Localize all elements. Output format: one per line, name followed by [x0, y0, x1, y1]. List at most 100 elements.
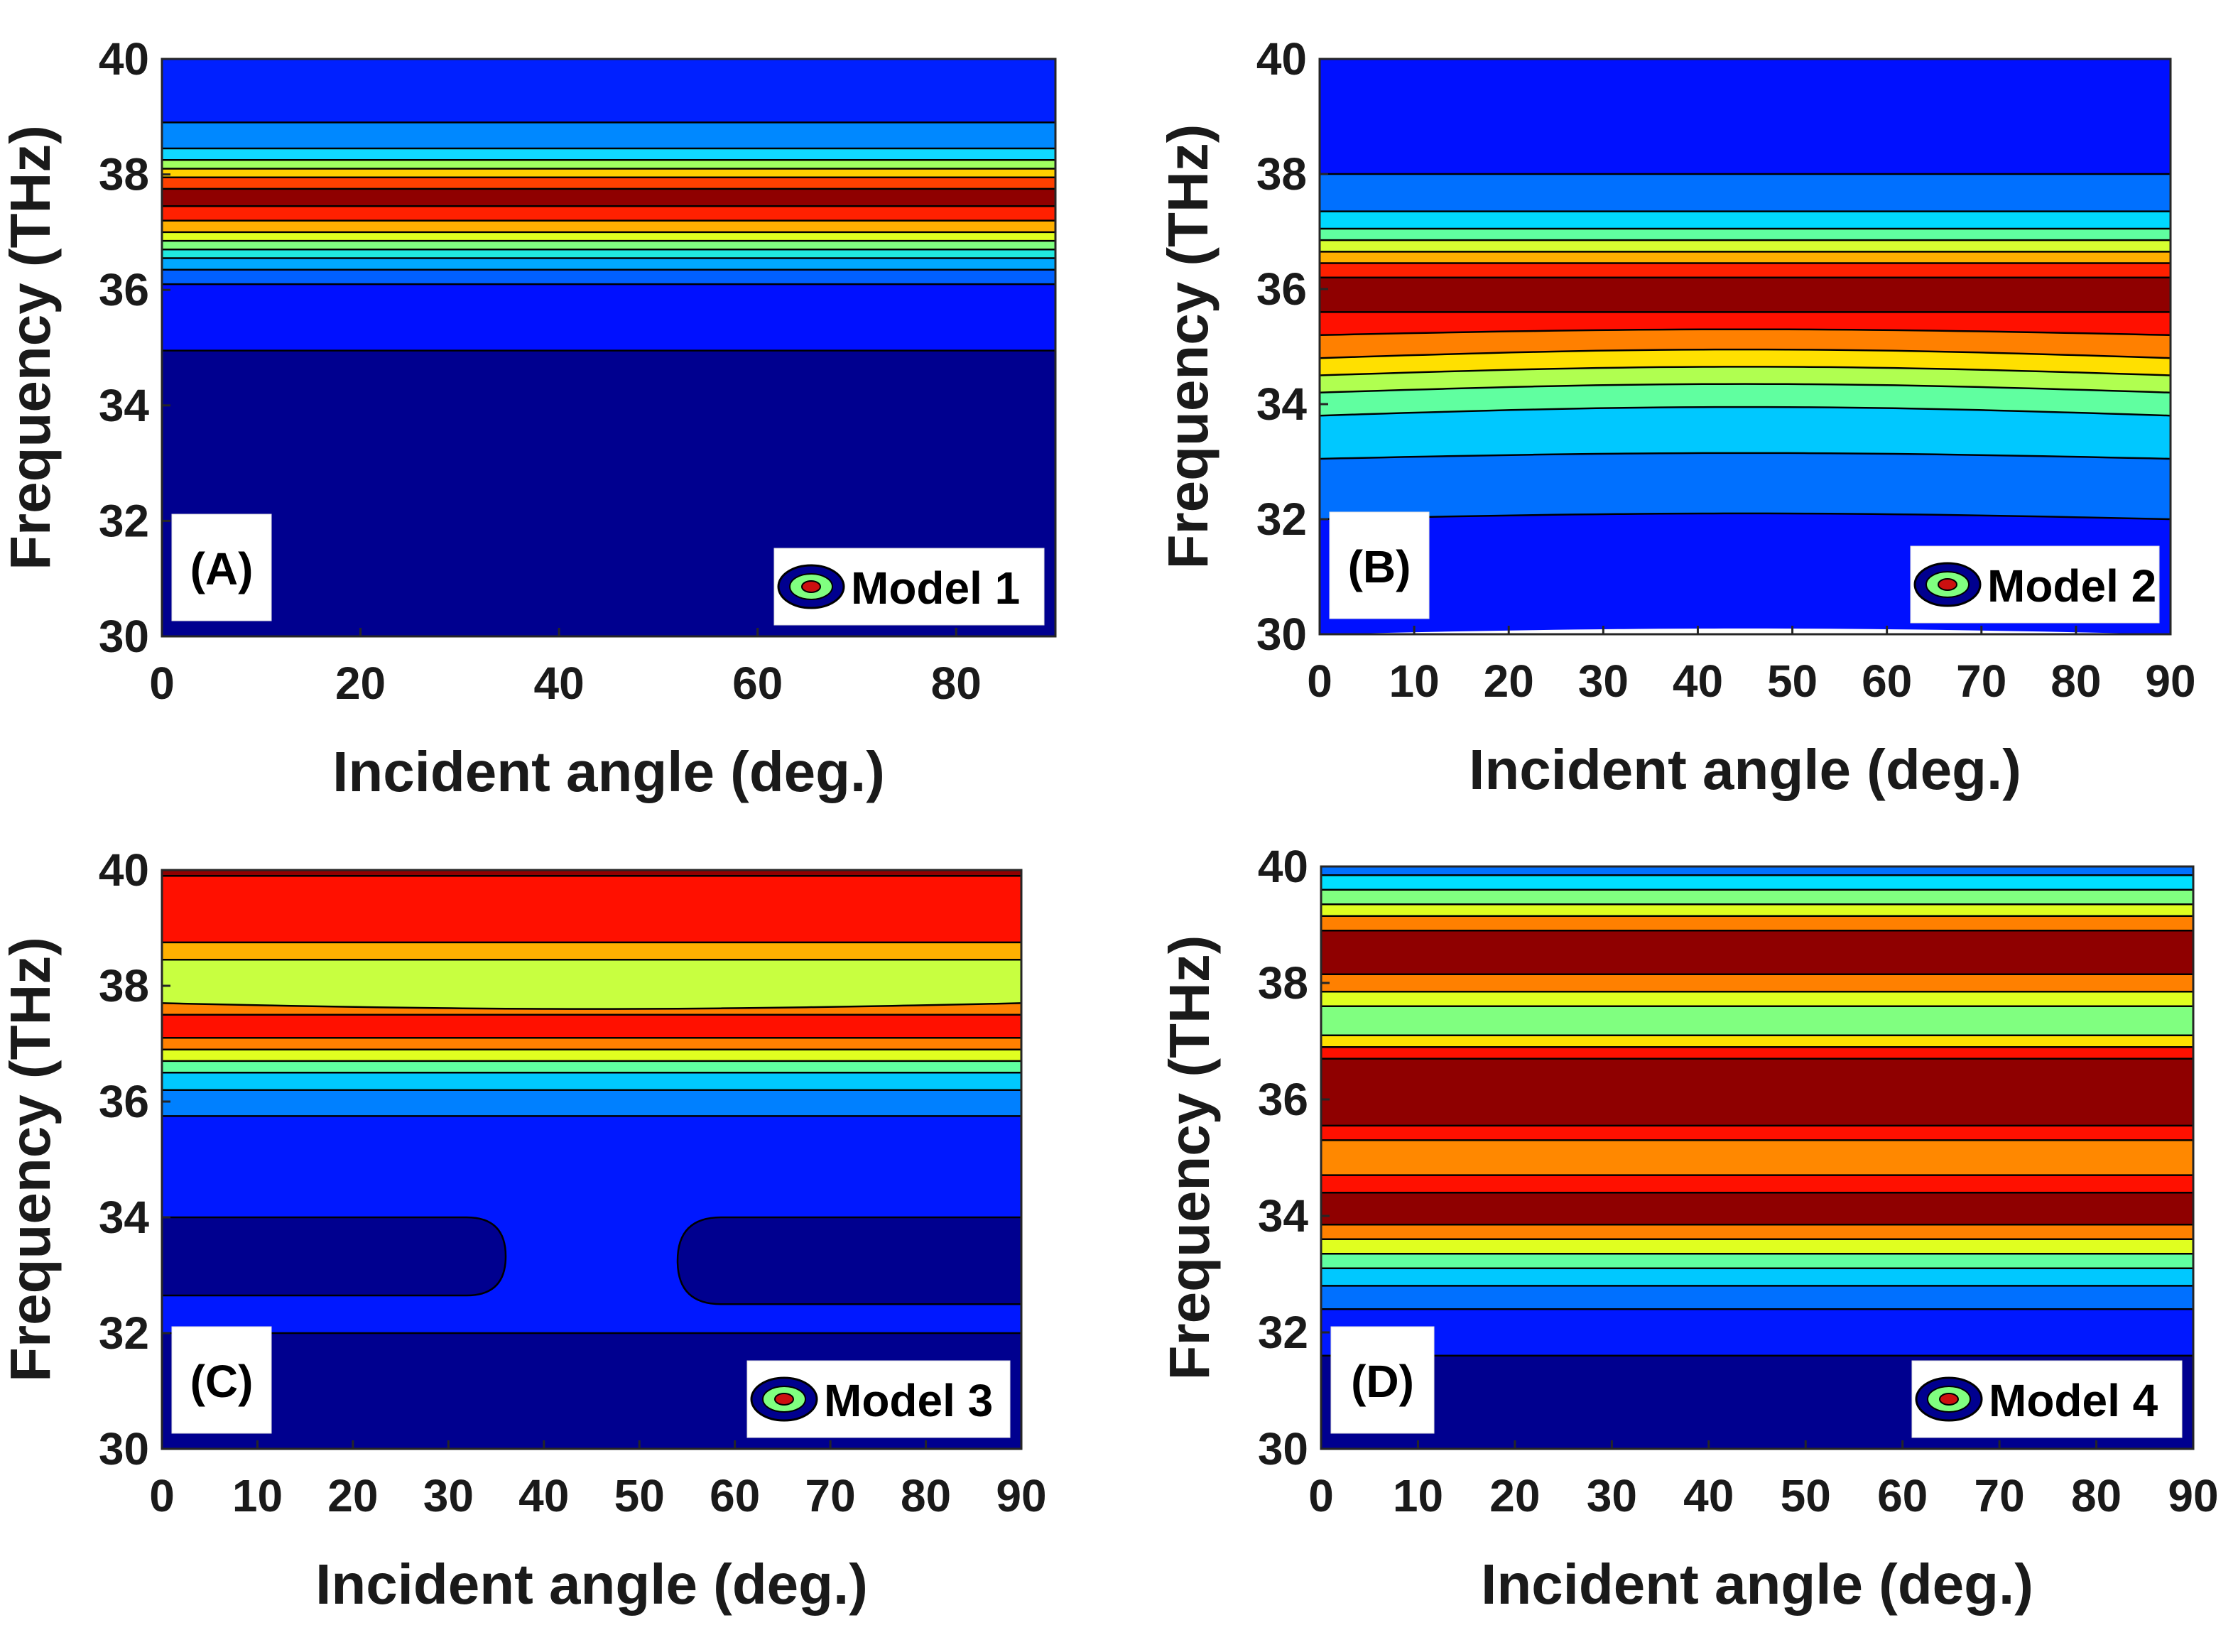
contour-island [162, 1216, 507, 1297]
x-tick-label: 70 [805, 1470, 856, 1521]
x-tick-label: 70 [1956, 656, 2006, 707]
legend-contour-icon-core [1938, 578, 1957, 591]
y-axis-label: Frequency (THz) [1158, 935, 1221, 1381]
y-tick-label: 40 [1258, 841, 1308, 892]
contour-island [676, 1216, 1021, 1305]
panel-label: (A) [190, 543, 254, 594]
y-tick-label: 30 [1258, 1423, 1308, 1474]
y-tick-label: 40 [99, 33, 149, 85]
x-tick-label: 30 [1587, 1470, 1637, 1521]
legend-label: Model 2 [1987, 560, 2156, 612]
y-tick-label: 38 [1256, 148, 1307, 200]
contour-band [1321, 866, 2193, 876]
y-tick-label: 40 [1256, 33, 1307, 85]
contour-band [162, 870, 1021, 876]
x-tick-label: 0 [149, 1470, 175, 1521]
x-tick-label: 10 [232, 1470, 283, 1521]
x-tick-label: 10 [1393, 1470, 1443, 1521]
x-tick-label: 40 [534, 658, 585, 709]
y-tick-label: 34 [1256, 379, 1308, 430]
x-tick-label: 60 [732, 658, 783, 709]
plot-area [162, 59, 1055, 636]
y-tick-label: 32 [99, 1308, 149, 1359]
y-tick-label: 32 [1256, 494, 1307, 545]
y-axis-label: Frequency (THz) [1156, 124, 1220, 570]
legend: Model 4 [1911, 1360, 2183, 1438]
panel-c: 0 10 20 30 40 50 60 70 80 90 30 32 34 36 38 40 Incident … [0, 844, 1047, 1616]
x-tick-label: 50 [614, 1470, 665, 1521]
x-tick-label: 30 [423, 1470, 474, 1521]
y-tick-label: 38 [99, 960, 149, 1011]
y-tick-label: 36 [1256, 263, 1307, 315]
legend-contour-icon-core [1939, 1393, 1959, 1406]
legend-contour-icon-core [774, 1393, 794, 1406]
panel-label: (B) [1348, 541, 1411, 592]
x-tick-label: 40 [1683, 1470, 1734, 1521]
y-tick-label: 34 [99, 380, 150, 431]
contour-line [1320, 348, 2171, 359]
x-tick-label: 60 [710, 1470, 760, 1521]
panel-label-box [1329, 511, 1430, 619]
y-tick-label: 30 [99, 1423, 149, 1474]
legend-label: Model 4 [1989, 1375, 2158, 1426]
plot-area [1320, 59, 2171, 634]
x-tick-label: 20 [335, 658, 386, 709]
axes-frame [1320, 865, 2195, 1450]
axes-frame [161, 869, 1023, 1450]
plot-area [162, 870, 1021, 1449]
x-tick-label: 0 [149, 658, 175, 709]
panel-label-box [1330, 1326, 1435, 1434]
x-axis-label: Incident angle (deg.) [1481, 1553, 2033, 1616]
y-axis-label: Frequency (THz) [0, 937, 62, 1382]
x-tick-label: 60 [1877, 1470, 1928, 1521]
y-tick-label: 36 [99, 1076, 149, 1127]
panel-label: (D) [1351, 1356, 1414, 1407]
x-tick-label: 80 [901, 1470, 951, 1521]
x-tick-label: 50 [1767, 656, 1818, 707]
x-tick-label: 0 [1307, 656, 1332, 707]
contour-band [1320, 59, 2171, 174]
contour-line [1320, 452, 2171, 460]
panel-label-box [171, 1326, 272, 1434]
panel-d: 0 10 20 30 40 50 60 70 80 90 30 32 34 36 38 40 Incident … [1158, 841, 2219, 1616]
y-tick-label: 38 [1258, 957, 1308, 1009]
y-tick-label: 38 [99, 149, 149, 200]
contour-line [1320, 366, 2171, 376]
x-tick-label: 20 [1484, 656, 1534, 707]
axes-frame [1318, 58, 2172, 636]
contour-line [1320, 328, 2171, 337]
contour-band [162, 59, 1055, 123]
x-axis-label: Incident angle (deg.) [315, 1553, 868, 1616]
y-tick-label: 34 [99, 1192, 150, 1243]
x-tick-label: 0 [1308, 1470, 1334, 1521]
x-tick-label: 40 [1673, 656, 1723, 707]
panel-b: 0 10 20 30 40 50 60 70 80 90 30 32 34 36 38 40 Incident … [1156, 33, 2196, 801]
x-tick-label: 90 [996, 1470, 1046, 1521]
legend: Model 2 [1910, 545, 2160, 624]
x-tick-label: 80 [2050, 656, 2101, 707]
y-tick-label: 40 [99, 844, 149, 896]
panel-a: 0 20 40 60 80 30 32 34 36 38 40 Incident angle (deg… [0, 33, 1057, 803]
x-tick-label: 80 [2071, 1470, 2122, 1521]
x-tick-label: 80 [931, 658, 982, 709]
plot-area [1321, 866, 2193, 1449]
x-tick-label: 10 [1389, 656, 1440, 707]
y-tick-label: 30 [1256, 609, 1307, 660]
x-tick-label: 30 [1578, 656, 1629, 707]
x-axis-label: Incident angle (deg.) [1469, 738, 2021, 801]
legend-contour-icon-core [801, 580, 821, 593]
y-axis-label: Frequency (THz) [0, 125, 62, 570]
x-tick-label: 60 [1862, 656, 1912, 707]
y-tick-label: 34 [1258, 1190, 1309, 1241]
legend: Model 3 [746, 1360, 1011, 1438]
y-tick-label: 36 [99, 264, 149, 315]
x-tick-label: 20 [327, 1470, 378, 1521]
y-tick-label: 32 [1258, 1307, 1308, 1358]
x-tick-label: 90 [2145, 656, 2195, 707]
contour-line [1320, 383, 2171, 394]
contour-line [1320, 406, 2171, 417]
contour-line [1320, 512, 2171, 521]
y-tick-label: 32 [99, 495, 149, 546]
y-tick-label: 30 [99, 611, 149, 662]
legend-label: Model 3 [824, 1375, 993, 1426]
